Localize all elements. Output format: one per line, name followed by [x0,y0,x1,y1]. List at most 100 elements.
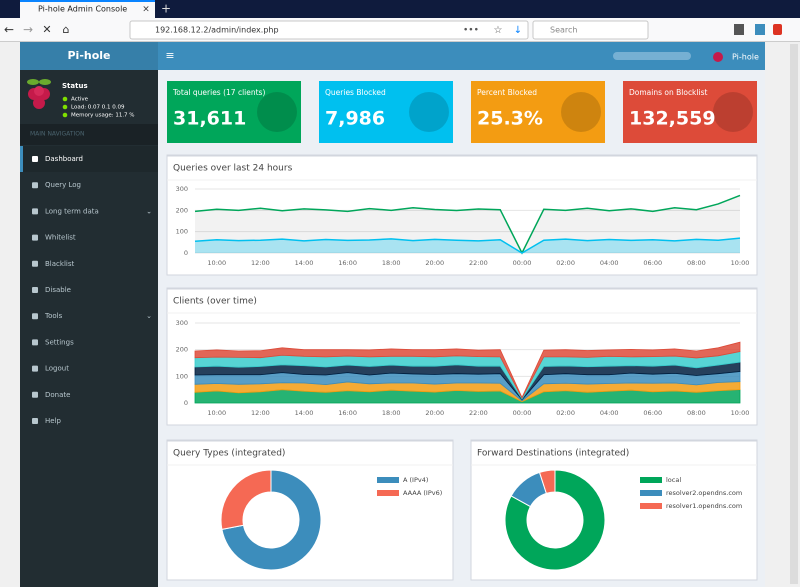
stat-icon [257,92,297,132]
x-tick-label: 18:00 [382,259,401,267]
y-tick-label: 0 [184,249,188,257]
menu-item[interactable]: Query Log [45,181,81,189]
menu-item[interactable]: Dashboard [45,155,83,163]
tab-indicator [20,0,155,2]
donut-slice [504,469,606,571]
x-tick-label: 16:00 [338,259,357,267]
stat-box [167,81,301,143]
x-tick-label: 22:00 [469,409,488,417]
x-tick-label: 08:00 [687,259,706,267]
stat-value: 7,986 [325,108,385,130]
search-placeholder: Search [550,26,577,35]
legend-label: A (IPv4) [403,476,428,484]
window-margin [0,42,20,587]
x-tick-label: 10:00 [731,409,750,417]
stat-box [471,81,605,143]
y-tick-label: 200 [176,346,188,354]
stat-icon [409,92,449,132]
legend-swatch [640,503,662,509]
y-tick-label: 100 [176,228,188,236]
menu-item[interactable]: Tools [44,312,63,320]
menu-icon [32,313,38,320]
tab[interactable] [20,0,155,18]
extension-icon[interactable] [773,24,782,35]
chart-title: Query Types (integrated) [173,449,285,459]
tab-bar [0,0,800,18]
nav-header-bar [20,124,158,145]
menu-icon [32,391,38,398]
bookmark-star[interactable]: ☆ [494,25,503,36]
stop-button[interactable]: ✕ [42,23,51,36]
scrollbar[interactable] [790,44,798,584]
legend-label: resolver2.opendns.com [666,489,742,497]
new-tab[interactable]: + [161,2,171,16]
legend-label: AAAA (IPv6) [403,489,442,497]
menu-icon [32,182,38,189]
extension-icon[interactable] [734,24,744,35]
legend-swatch [640,477,662,483]
menu-item[interactable]: Whitelist [45,234,76,242]
chart-title: Queries over last 24 hours [173,164,293,174]
menu-item[interactable]: Long term data [45,207,99,215]
x-tick-label: 06:00 [643,259,662,267]
menu-item[interactable]: Logout [45,365,69,373]
x-tick-label: 20:00 [425,409,444,417]
stat-icon [713,92,753,132]
menu-item[interactable]: Settings [45,338,74,346]
nav-header: MAIN NAVIGATION [30,131,84,138]
search-bar[interactable] [532,20,649,40]
x-tick-label: 14:00 [295,259,314,267]
legend-swatch [377,490,399,496]
menu-active-bg [20,146,158,172]
x-tick-label: 10:00 [207,409,226,417]
x-tick-label: 06:00 [643,409,662,417]
chart-title: Forward Destinations (integrated) [477,449,629,459]
sidebar [20,42,158,587]
page-actions[interactable]: ••• [463,26,479,36]
stacked-band [194,341,741,399]
logo-bar [20,42,158,70]
user-icon [713,52,723,62]
status-line: Load: 0.07 0.1 0.09 [71,105,125,111]
menu-chevron: ⌄ [146,312,152,320]
x-tick-label: 16:00 [338,409,357,417]
status-dot [62,112,68,118]
menu-item[interactable]: Blacklist [45,260,74,268]
menu-icon [32,156,38,162]
menu-item[interactable]: Donate [45,391,70,399]
topbar-brand[interactable]: Pi-hole [732,53,759,62]
chart-box [166,154,758,276]
download-button[interactable]: ↓ [514,25,522,36]
y-tick-label: 100 [176,372,188,380]
stat-label: Queries Blocked [325,88,386,97]
tab-title: Pi-hole Admin Console [38,5,127,14]
back-button[interactable]: ← [4,23,14,37]
donut-slice [220,469,272,530]
legend-label: local [666,476,681,484]
stat-box [319,81,453,143]
forward-button[interactable]: → [23,23,33,37]
y-tick-label: 0 [184,399,188,407]
menu-item[interactable]: Help [45,417,62,425]
url-bar[interactable] [129,20,529,40]
extension-icon[interactable] [755,24,765,35]
stat-value: 25.3% [477,108,543,130]
menu-icon [32,339,38,346]
logo[interactable]: Pi-hole [67,49,110,62]
menu-item[interactable]: Disable [45,286,71,294]
menu-toggle[interactable]: ≡ [165,49,174,62]
stat-box [623,81,757,143]
stat-label: Domains on Blocklist [629,88,707,97]
home-button[interactable]: ⌂ [63,23,70,36]
menu-icon [32,260,38,267]
x-tick-label: 02:00 [556,259,575,267]
menu-chevron: ⌄ [146,207,152,215]
status-title: Status [62,82,88,90]
menu-icon [32,234,38,241]
donut-slice [538,469,556,494]
tab-close[interactable]: × [142,5,150,15]
x-tick-label: 08:00 [687,409,706,417]
y-tick-label: 200 [176,206,188,214]
y-tick-label: 300 [176,319,188,327]
x-tick-label: 04:00 [600,259,619,267]
